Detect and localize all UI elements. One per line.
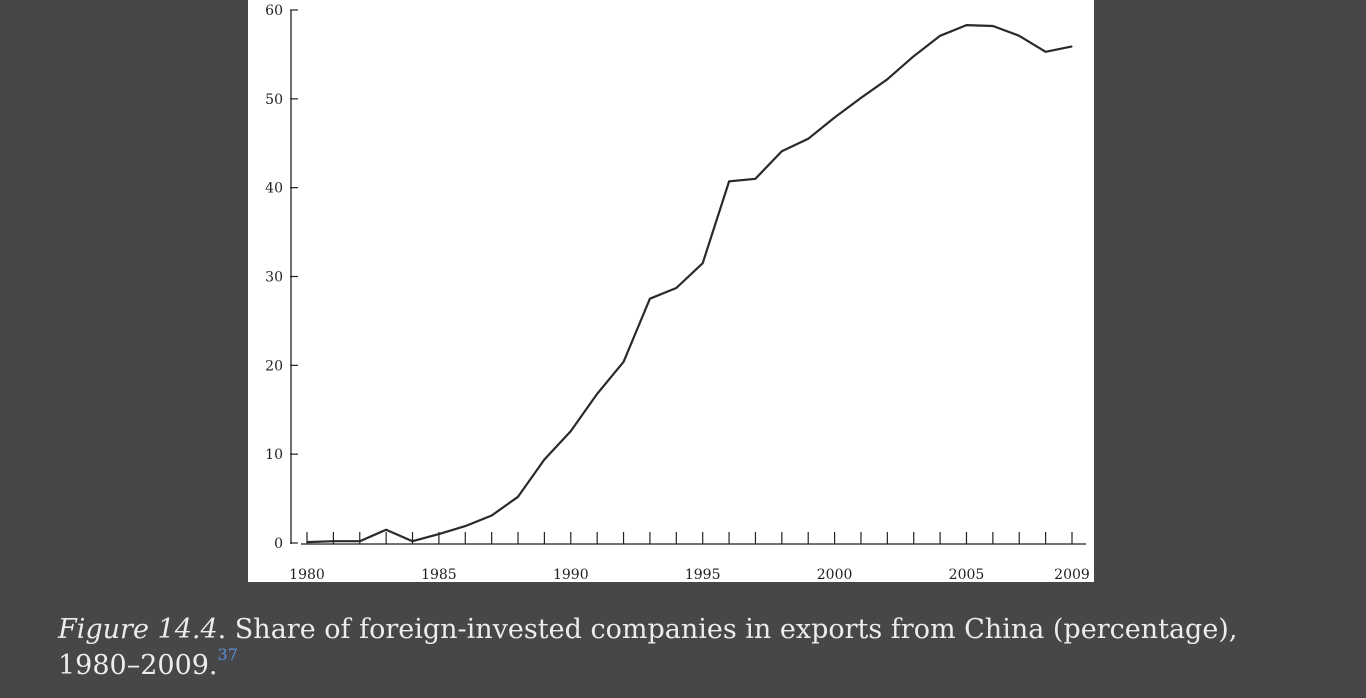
y-tick-label: 10	[265, 447, 283, 463]
data-point	[543, 458, 546, 461]
data-point	[781, 150, 783, 152]
data-point	[649, 298, 651, 300]
y-tick-label: 50	[265, 92, 283, 108]
data-point	[570, 430, 572, 432]
x-tick-label: 2009	[1054, 567, 1090, 582]
y-tick-label: 60	[265, 3, 283, 19]
data-point	[702, 262, 704, 264]
y-tick-label: 40	[265, 181, 283, 197]
caption-text: . Share of foreign-invested companies in…	[58, 614, 1238, 681]
data-point	[1071, 45, 1073, 48]
data-point	[464, 525, 466, 527]
line-chart: 0 10 20 30 40 50 60 1980 1985 1990 1995 2000 2005 200…	[265, 3, 1090, 582]
y-tick-label: 20	[265, 358, 283, 374]
y-tick-label: 30	[265, 270, 283, 286]
data-point	[913, 55, 915, 57]
data-point	[728, 180, 730, 183]
footnote-reference[interactable]: 37	[218, 645, 238, 664]
data-point	[491, 514, 493, 517]
data-point	[860, 97, 862, 99]
data-point	[807, 138, 809, 140]
x-tick-label: 1980	[289, 567, 325, 582]
data-point	[886, 78, 888, 80]
data-point	[754, 178, 757, 180]
figure-caption: Figure 14.4. Share of foreign-invested c…	[58, 612, 1308, 684]
data-point	[411, 540, 414, 542]
data-point	[359, 540, 361, 542]
footnote-link[interactable]: 37	[217, 645, 238, 664]
data-point	[306, 541, 308, 543]
data-point	[833, 116, 836, 119]
x-tick-label: 2000	[817, 567, 853, 582]
data-point	[438, 533, 440, 535]
data-point	[596, 393, 598, 395]
data-point	[517, 496, 519, 498]
series-line	[306, 24, 1073, 544]
data-point	[675, 287, 677, 289]
y-tick-label: 0	[274, 536, 283, 552]
caption-figure-label: Figure 14.4	[58, 614, 218, 645]
data-point	[965, 24, 968, 26]
data-point	[332, 540, 334, 542]
data-point	[385, 529, 387, 531]
x-tick-label: 1985	[421, 567, 457, 582]
chart-figure: 0 10 20 30 40 50 60 1980 1985 1990 1995 2000 2005 200…	[248, 0, 1094, 582]
data-point	[939, 35, 941, 37]
x-tick-label: 2005	[949, 567, 985, 582]
x-tick-label: 1990	[553, 567, 589, 582]
data-point	[1045, 51, 1047, 53]
data-point	[622, 361, 625, 363]
data-point	[1018, 35, 1020, 37]
data-point	[992, 25, 994, 27]
x-tick-label: 1995	[685, 567, 721, 582]
